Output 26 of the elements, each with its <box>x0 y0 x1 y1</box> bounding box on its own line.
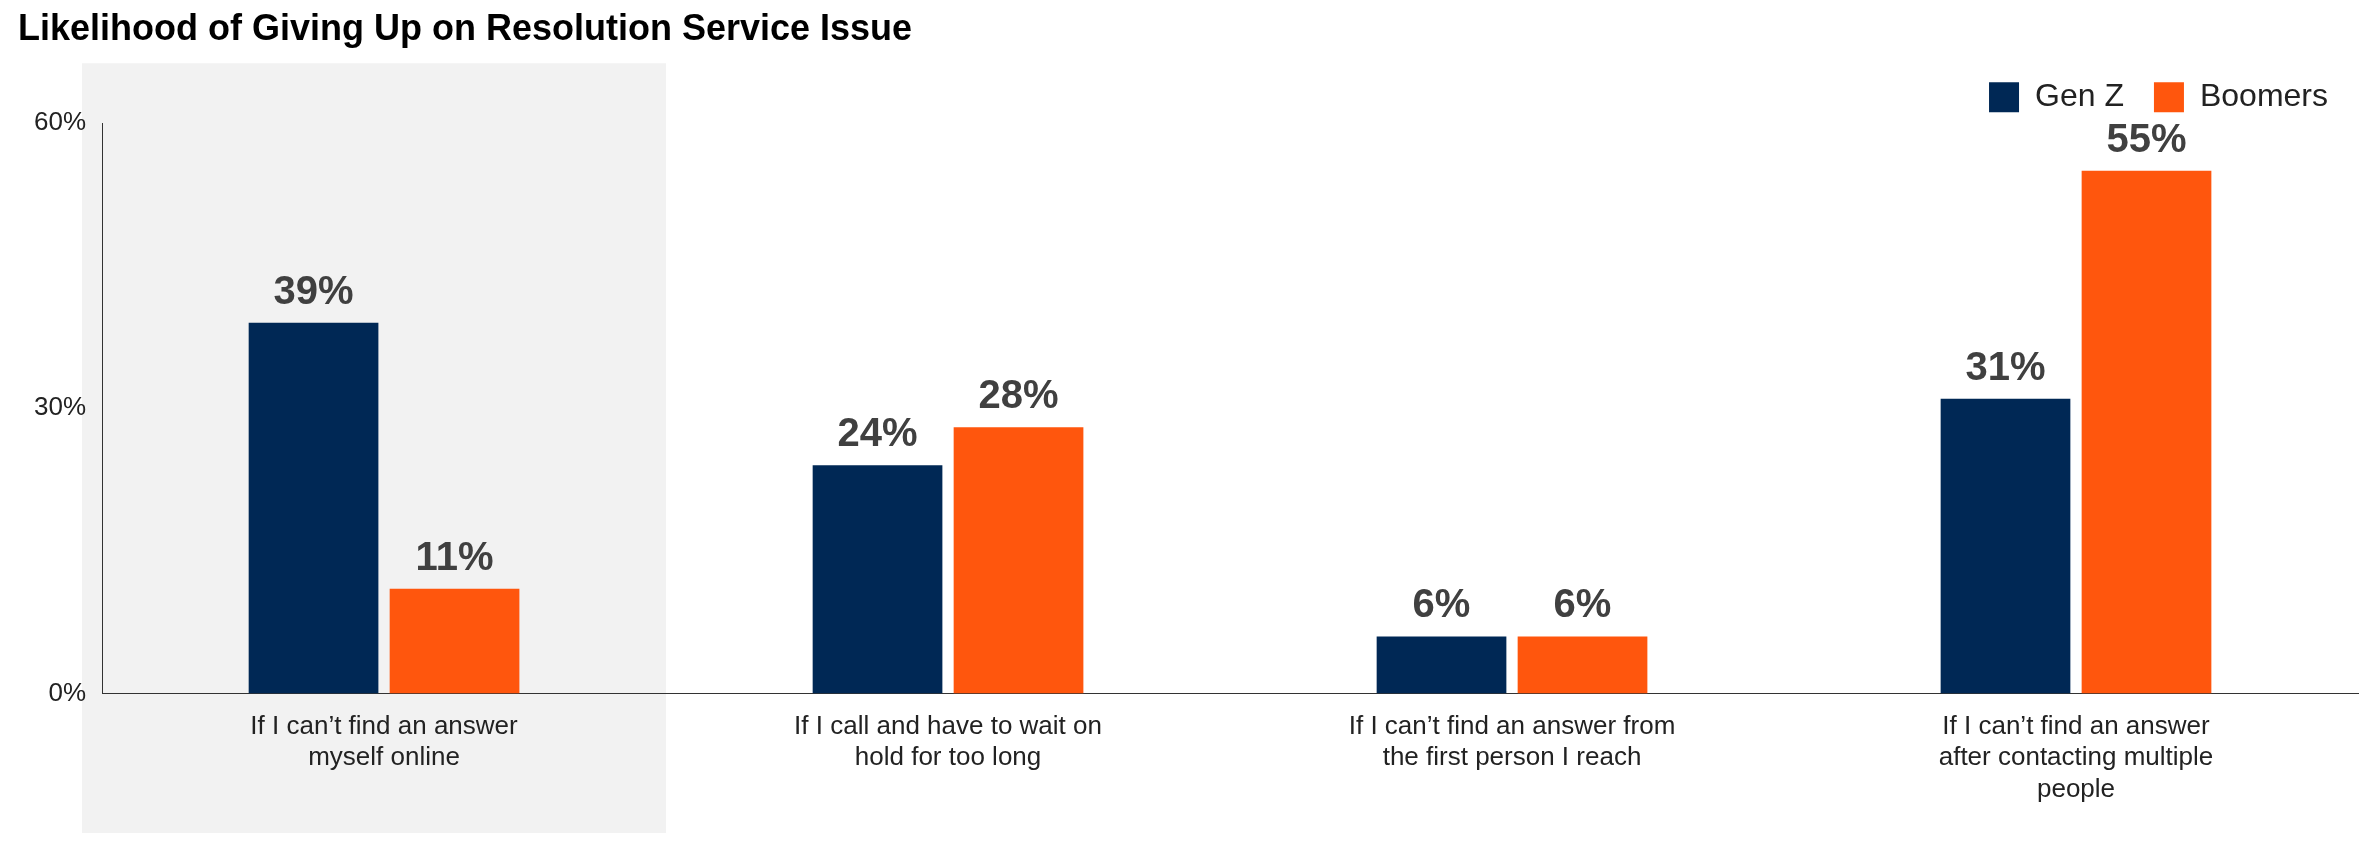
x-tick-label: If I can’t find an answer myself online <box>250 710 519 772</box>
bar <box>812 465 943 694</box>
text: 11% <box>415 533 494 578</box>
text: 6% <box>1412 581 1471 626</box>
text: 55% <box>2106 115 2187 160</box>
bar <box>1376 636 1507 694</box>
y-tick-label: 30% <box>33 391 87 422</box>
bar <box>1940 398 2071 694</box>
y-tick-label: 0% <box>48 676 87 707</box>
bar <box>1517 636 1648 694</box>
legend-label: Boomers <box>2199 77 2328 114</box>
bar <box>953 427 1084 694</box>
bar <box>248 322 379 694</box>
y-tick-label: 60% <box>33 106 87 137</box>
x-tick-label: If I can’t find an answer from the first person I reach <box>1348 710 1676 772</box>
bar <box>389 588 520 694</box>
text: 39% <box>273 267 354 312</box>
legend-label: Gen Z <box>2035 77 2124 114</box>
x-tick-label: If I call and have to wait on hold for too long <box>794 710 1102 772</box>
x-tick-label: If I can’t find an answer after contacting multiple people <box>1938 710 2214 803</box>
bar <box>2081 170 2212 694</box>
text: 28% <box>978 372 1059 417</box>
text: 31% <box>1965 343 2046 388</box>
text: 24% <box>837 410 918 455</box>
chart-title: Likelihood of Giving Up on Resolution Service Issue <box>18 6 913 48</box>
text: 6% <box>1553 581 1612 626</box>
